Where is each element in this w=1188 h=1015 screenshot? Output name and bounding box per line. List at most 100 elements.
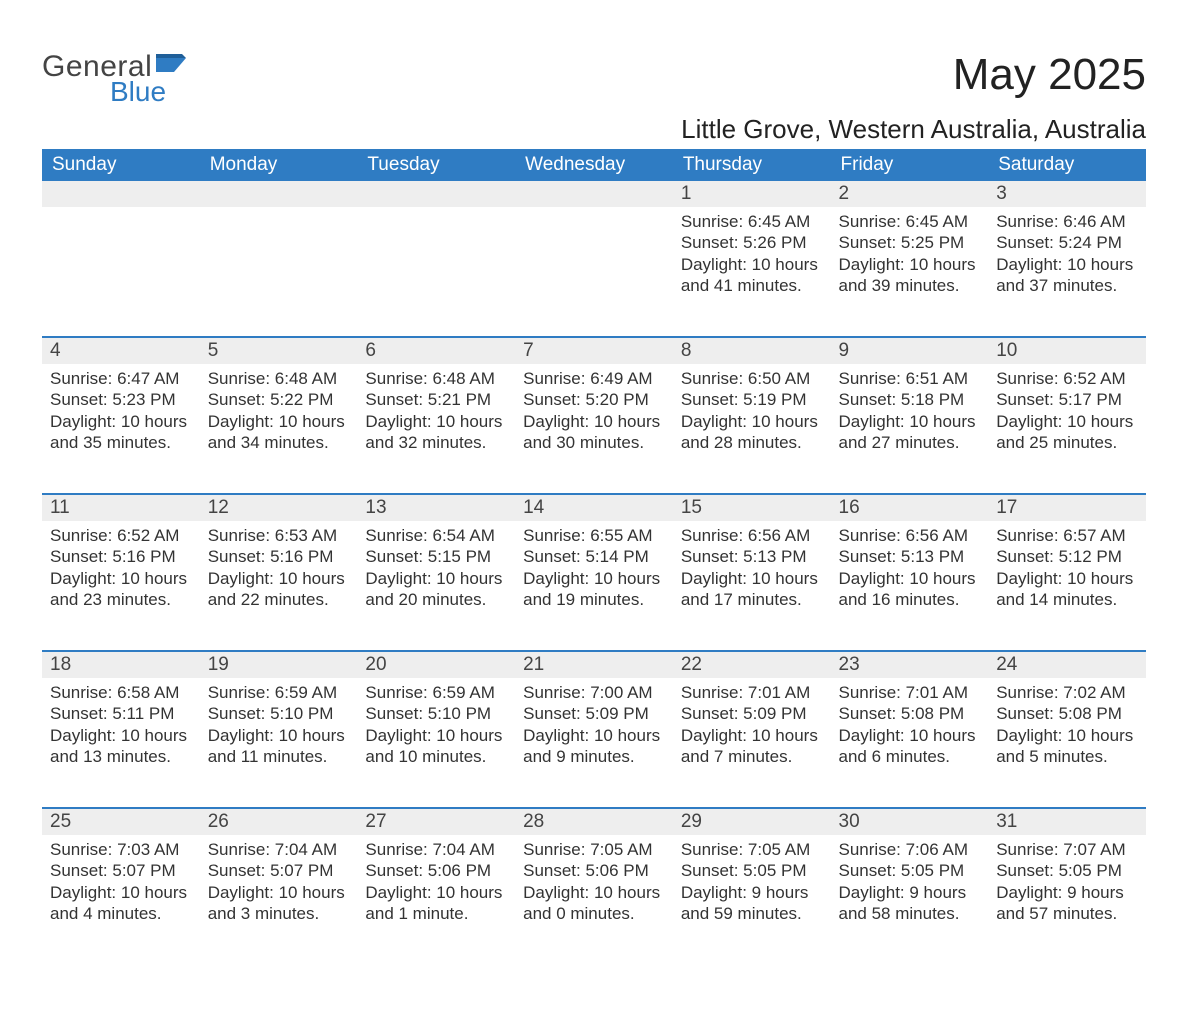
sunrise-text: Sunrise: 6:51 AM <box>839 368 981 389</box>
day-detail-cell: Sunrise: 7:05 AMSunset: 5:06 PMDaylight:… <box>515 835 673 965</box>
day-detail-row: Sunrise: 6:47 AMSunset: 5:23 PMDaylight:… <box>42 364 1146 494</box>
daylight-text: Daylight: 10 hours and 20 minutes. <box>365 568 507 611</box>
sunrise-text: Sunrise: 7:04 AM <box>365 839 507 860</box>
daylight-text: Daylight: 10 hours and 35 minutes. <box>50 411 192 454</box>
day-detail-row: Sunrise: 6:58 AMSunset: 5:11 PMDaylight:… <box>42 678 1146 808</box>
sunrise-text: Sunrise: 6:48 AM <box>208 368 350 389</box>
daylight-text: Daylight: 10 hours and 41 minutes. <box>681 254 823 297</box>
day-detail-cell: Sunrise: 7:03 AMSunset: 5:07 PMDaylight:… <box>42 835 200 965</box>
day-detail-cell: Sunrise: 6:59 AMSunset: 5:10 PMDaylight:… <box>357 678 515 808</box>
day-detail-cell: Sunrise: 7:01 AMSunset: 5:09 PMDaylight:… <box>673 678 831 808</box>
day-number-cell: 2 <box>831 181 989 207</box>
weekday-header: Friday <box>831 149 989 181</box>
daylight-text: Daylight: 10 hours and 34 minutes. <box>208 411 350 454</box>
day-number-cell: 28 <box>515 808 673 835</box>
sunset-text: Sunset: 5:05 PM <box>681 860 823 881</box>
weekday-header: Saturday <box>988 149 1146 181</box>
daylight-text: Daylight: 10 hours and 5 minutes. <box>996 725 1138 768</box>
day-number-cell: 11 <box>42 494 200 521</box>
sunrise-text: Sunrise: 6:50 AM <box>681 368 823 389</box>
day-detail-row: Sunrise: 7:03 AMSunset: 5:07 PMDaylight:… <box>42 835 1146 965</box>
day-detail-cell: Sunrise: 6:52 AMSunset: 5:16 PMDaylight:… <box>42 521 200 651</box>
sunset-text: Sunset: 5:06 PM <box>523 860 665 881</box>
day-number-cell: 15 <box>673 494 831 521</box>
sunset-text: Sunset: 5:08 PM <box>996 703 1138 724</box>
day-number-cell: 12 <box>200 494 358 521</box>
day-detail-cell: Sunrise: 7:06 AMSunset: 5:05 PMDaylight:… <box>831 835 989 965</box>
day-detail-cell: Sunrise: 6:48 AMSunset: 5:22 PMDaylight:… <box>200 364 358 494</box>
weekday-header: Wednesday <box>515 149 673 181</box>
sunrise-text: Sunrise: 6:58 AM <box>50 682 192 703</box>
day-detail-cell <box>42 207 200 337</box>
day-number-cell: 18 <box>42 651 200 678</box>
page-title: May 2025 <box>953 50 1146 100</box>
sunrise-text: Sunrise: 7:03 AM <box>50 839 192 860</box>
day-detail-cell: Sunrise: 7:04 AMSunset: 5:07 PMDaylight:… <box>200 835 358 965</box>
daylight-text: Daylight: 10 hours and 39 minutes. <box>839 254 981 297</box>
daylight-text: Daylight: 10 hours and 9 minutes. <box>523 725 665 768</box>
day-number-cell: 6 <box>357 337 515 364</box>
day-number-cell: 30 <box>831 808 989 835</box>
daylight-text: Daylight: 10 hours and 19 minutes. <box>523 568 665 611</box>
day-detail-cell: Sunrise: 6:58 AMSunset: 5:11 PMDaylight:… <box>42 678 200 808</box>
daylight-text: Daylight: 10 hours and 32 minutes. <box>365 411 507 454</box>
day-detail-cell: Sunrise: 6:51 AMSunset: 5:18 PMDaylight:… <box>831 364 989 494</box>
day-number-cell: 31 <box>988 808 1146 835</box>
day-detail-cell: Sunrise: 6:54 AMSunset: 5:15 PMDaylight:… <box>357 521 515 651</box>
sunset-text: Sunset: 5:06 PM <box>365 860 507 881</box>
day-number-row: 45678910 <box>42 337 1146 364</box>
sunset-text: Sunset: 5:23 PM <box>50 389 192 410</box>
daylight-text: Daylight: 10 hours and 13 minutes. <box>50 725 192 768</box>
sunrise-text: Sunrise: 6:54 AM <box>365 525 507 546</box>
sunrise-text: Sunrise: 7:01 AM <box>681 682 823 703</box>
sunset-text: Sunset: 5:08 PM <box>839 703 981 724</box>
daylight-text: Daylight: 10 hours and 17 minutes. <box>681 568 823 611</box>
sunrise-text: Sunrise: 6:59 AM <box>208 682 350 703</box>
sunset-text: Sunset: 5:21 PM <box>365 389 507 410</box>
sunrise-text: Sunrise: 6:45 AM <box>839 211 981 232</box>
day-detail-cell: Sunrise: 6:52 AMSunset: 5:17 PMDaylight:… <box>988 364 1146 494</box>
location-label: Little Grove, Western Australia, Austral… <box>42 114 1146 145</box>
sunrise-text: Sunrise: 6:46 AM <box>996 211 1138 232</box>
sunrise-text: Sunrise: 6:52 AM <box>50 525 192 546</box>
day-detail-cell <box>515 207 673 337</box>
sunset-text: Sunset: 5:12 PM <box>996 546 1138 567</box>
day-number-cell: 24 <box>988 651 1146 678</box>
day-number-cell: 25 <box>42 808 200 835</box>
day-detail-cell: Sunrise: 6:55 AMSunset: 5:14 PMDaylight:… <box>515 521 673 651</box>
daylight-text: Daylight: 10 hours and 14 minutes. <box>996 568 1138 611</box>
day-number-cell <box>357 181 515 207</box>
sunset-text: Sunset: 5:07 PM <box>50 860 192 881</box>
sunset-text: Sunset: 5:25 PM <box>839 232 981 253</box>
day-detail-cell: Sunrise: 7:05 AMSunset: 5:05 PMDaylight:… <box>673 835 831 965</box>
day-number-cell <box>42 181 200 207</box>
sunrise-text: Sunrise: 7:02 AM <box>996 682 1138 703</box>
day-number-row: 11121314151617 <box>42 494 1146 521</box>
day-number-cell: 17 <box>988 494 1146 521</box>
day-detail-cell: Sunrise: 6:50 AMSunset: 5:19 PMDaylight:… <box>673 364 831 494</box>
daylight-text: Daylight: 10 hours and 23 minutes. <box>50 568 192 611</box>
day-detail-cell: Sunrise: 7:07 AMSunset: 5:05 PMDaylight:… <box>988 835 1146 965</box>
day-number-row: 25262728293031 <box>42 808 1146 835</box>
day-detail-cell: Sunrise: 7:00 AMSunset: 5:09 PMDaylight:… <box>515 678 673 808</box>
day-detail-row: Sunrise: 6:52 AMSunset: 5:16 PMDaylight:… <box>42 521 1146 651</box>
day-detail-cell <box>357 207 515 337</box>
sunset-text: Sunset: 5:17 PM <box>996 389 1138 410</box>
day-number-cell: 14 <box>515 494 673 521</box>
sunrise-text: Sunrise: 6:48 AM <box>365 368 507 389</box>
daylight-text: Daylight: 10 hours and 25 minutes. <box>996 411 1138 454</box>
daylight-text: Daylight: 10 hours and 27 minutes. <box>839 411 981 454</box>
sunrise-text: Sunrise: 6:57 AM <box>996 525 1138 546</box>
sunset-text: Sunset: 5:10 PM <box>208 703 350 724</box>
daylight-text: Daylight: 10 hours and 37 minutes. <box>996 254 1138 297</box>
day-number-cell: 3 <box>988 181 1146 207</box>
day-number-cell: 20 <box>357 651 515 678</box>
day-number-cell: 8 <box>673 337 831 364</box>
day-number-cell <box>200 181 358 207</box>
day-number-cell: 7 <box>515 337 673 364</box>
sunset-text: Sunset: 5:20 PM <box>523 389 665 410</box>
daylight-text: Daylight: 10 hours and 22 minutes. <box>208 568 350 611</box>
day-number-cell: 10 <box>988 337 1146 364</box>
sunset-text: Sunset: 5:16 PM <box>208 546 350 567</box>
day-detail-cell: Sunrise: 6:47 AMSunset: 5:23 PMDaylight:… <box>42 364 200 494</box>
